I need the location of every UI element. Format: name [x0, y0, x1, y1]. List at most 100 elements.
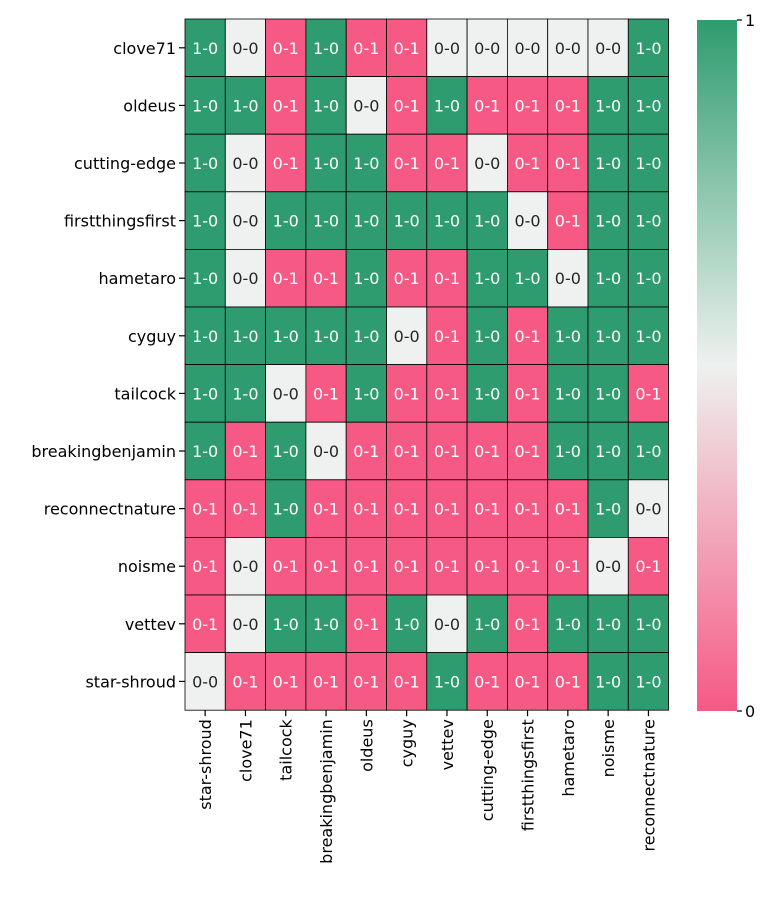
heatmap-cell-label: 1-0	[192, 212, 218, 231]
heatmap-cell	[224, 248, 267, 308]
heatmap-cell	[627, 652, 669, 711]
heatmap-cell-label: 1-0	[555, 384, 581, 403]
column-label: star-shroud	[196, 719, 215, 810]
colorbar-tick-min: 0	[745, 702, 755, 721]
heatmap-cell	[587, 537, 629, 596]
heatmap-cell-label: 1-0	[192, 384, 218, 403]
heatmap-cell	[345, 652, 387, 711]
heatmap-cell-label: 0-0	[232, 212, 258, 231]
heatmap-cell-label: 1-0	[595, 154, 621, 173]
heatmap-cell-label: 1-0	[192, 269, 218, 288]
heatmap-cell-label: 0-1	[514, 500, 540, 519]
heatmap-cell	[224, 76, 267, 135]
heatmap-cell	[587, 652, 629, 711]
heatmap-cell-label: 1-0	[595, 615, 621, 634]
heatmap-cell-label: 0-1	[635, 557, 661, 576]
heatmap-cell-label: 1-0	[313, 39, 339, 58]
heatmap-cell-label: 1-0	[313, 615, 339, 634]
heatmap-cell	[587, 191, 629, 250]
row-label: oldeus	[123, 96, 176, 115]
heatmap-cell	[184, 594, 226, 653]
heatmap-cell-label: 1-0	[273, 327, 299, 346]
heatmap-cell-label: 1-0	[595, 96, 621, 115]
heatmap-cell	[305, 133, 347, 193]
heatmap-cell-label: 0-1	[353, 672, 379, 691]
heatmap-cell	[305, 76, 347, 135]
heatmap-cell-label: 1-0	[635, 154, 661, 173]
heatmap-cell-label: 1-0	[635, 39, 661, 58]
heatmap-cell-label: 0-0	[514, 212, 540, 231]
heatmap-cell-label: 0-1	[313, 557, 339, 576]
heatmap-cell	[506, 594, 549, 653]
heatmap-cell-label: 0-0	[595, 557, 621, 576]
heatmap-cell	[547, 421, 589, 481]
heatmap-cell	[265, 18, 307, 77]
row-label: vettev	[125, 615, 176, 634]
heatmap-cell	[547, 18, 589, 77]
heatmap-cell-label: 0-1	[434, 500, 460, 519]
heatmap-cell-label: 0-1	[394, 557, 420, 576]
heatmap-cell-label: 1-0	[595, 212, 621, 231]
heatmap-cell	[587, 76, 629, 135]
heatmap-cell	[305, 191, 347, 250]
heatmap-cell-label: 0-1	[555, 500, 581, 519]
heatmap-cell-label: 0-1	[192, 615, 218, 634]
heatmap-cell-label: 0-0	[353, 96, 379, 115]
heatmap-cell-label: 0-0	[514, 39, 540, 58]
column-label: reconnectnature	[639, 719, 658, 851]
heatmap-cell	[426, 364, 468, 423]
heatmap-cell-label: 0-0	[434, 615, 460, 634]
heatmap-cell-label: 1-0	[192, 442, 218, 461]
heatmap-cell-label: 0-1	[514, 327, 540, 346]
heatmap-cell-label: 1-0	[555, 442, 581, 461]
heatmap-cell-label: 0-1	[394, 442, 420, 461]
heatmap-cell	[426, 76, 468, 135]
heatmap-cell	[547, 191, 589, 250]
heatmap-cell	[627, 306, 669, 365]
heatmap-cell-label: 1-0	[353, 154, 379, 173]
column-label: vettev	[438, 719, 457, 770]
heatmap-cell-label: 0-1	[555, 96, 581, 115]
heatmap-cell	[305, 594, 347, 653]
heatmap-cell-label: 1-0	[192, 96, 218, 115]
heatmap-cell	[627, 364, 669, 423]
heatmap-cell	[627, 537, 669, 596]
heatmap-cell	[466, 594, 508, 653]
heatmap-cell	[224, 364, 267, 423]
heatmap-cell-label: 0-1	[434, 442, 460, 461]
heatmap-cell-label: 1-0	[232, 384, 258, 403]
heatmap-cell-label: 0-1	[474, 96, 500, 115]
column-label: oldeus	[357, 719, 376, 772]
row-label: hametaro	[99, 269, 176, 288]
heatmap-cell-label: 0-1	[555, 557, 581, 576]
colorbar-gradient	[697, 20, 737, 711]
heatmap-cell-label: 0-1	[273, 96, 299, 115]
heatmap-cell-label: 0-1	[353, 500, 379, 519]
heatmap-cell-label: 1-0	[474, 384, 500, 403]
heatmap-cell	[305, 537, 347, 596]
heatmap-cell-label: 0-1	[313, 384, 339, 403]
heatmap-cell	[265, 364, 307, 423]
heatmap-cell	[386, 479, 428, 538]
heatmap-cell	[547, 537, 589, 596]
heatmap-cell	[224, 652, 267, 711]
heatmap-cell-label: 0-1	[514, 442, 540, 461]
heatmap-cell	[224, 594, 267, 653]
heatmap-cell	[587, 248, 629, 308]
heatmap-cell	[466, 18, 508, 77]
heatmap-cell	[305, 306, 347, 365]
row-labels: clove71 oldeus cutting-edge firstthingsfirs…	[30, 37, 185, 693]
heatmap-cell	[386, 248, 428, 308]
heatmap-cell-label: 0-1	[514, 615, 540, 634]
heatmap-cell	[265, 248, 307, 308]
heatmap-cell-label: 0-0	[232, 615, 258, 634]
heatmap-cell	[587, 594, 629, 653]
heatmap-cell-label: 0-1	[555, 672, 581, 691]
heatmap-cell	[506, 364, 549, 423]
heatmap-cell	[426, 652, 468, 711]
heatmap-cell-label: 0-1	[192, 557, 218, 576]
heatmap-cell-label: 0-1	[273, 39, 299, 58]
heatmap-cell-label: 0-1	[474, 672, 500, 691]
heatmap-cells: 1-0 0-0 0-1 1-0 0-1 0-1 0-0 0-0 0-0 0-0 0-0 1-0 1-0 1…	[184, 18, 669, 711]
